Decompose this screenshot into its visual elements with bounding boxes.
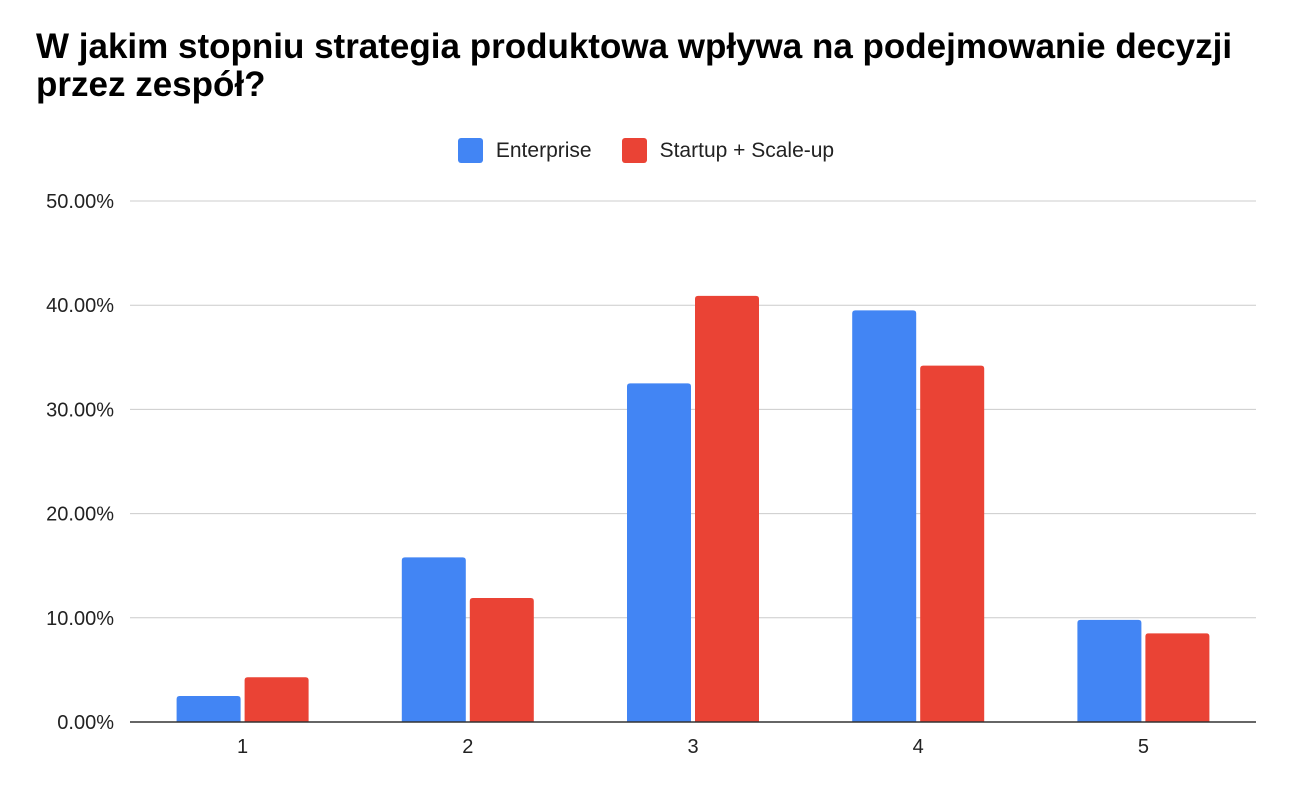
y-tick-label: 40.00% — [46, 295, 114, 317]
chart-legend: Enterprise Startup + Scale-up — [0, 138, 1292, 163]
y-tick-label: 20.00% — [46, 504, 114, 526]
x-tick-label: 1 — [237, 736, 248, 758]
legend-label-enterprise: Enterprise — [495, 138, 592, 162]
y-tick-label: 10.00% — [46, 608, 114, 630]
legend-swatch-enterprise — [457, 138, 483, 163]
bar-enterprise-3 — [627, 383, 691, 722]
x-tick-label: 5 — [1138, 736, 1149, 758]
legend-swatch-startup — [621, 138, 647, 163]
legend-label-startup: Startup + Scale-up — [659, 138, 835, 162]
y-tick-label: 50.00% — [46, 191, 114, 213]
bar-startup-1 — [244, 677, 309, 722]
legend-item-enterprise: Enterprise — [457, 138, 592, 163]
bar-startup-4 — [920, 365, 985, 722]
x-tick-label: 2 — [462, 736, 473, 758]
bar-startup-5 — [1145, 633, 1210, 722]
bar-startup-2 — [469, 598, 534, 722]
legend-item-startup: Startup + Scale-up — [621, 138, 835, 163]
bar-startup-3 — [695, 295, 759, 722]
y-tick-label: 0.00% — [57, 712, 114, 734]
bar-enterprise-2 — [401, 557, 466, 722]
bar-enterprise-5 — [1077, 619, 1142, 722]
y-tick-label: 30.00% — [46, 399, 114, 421]
bar-enterprise-4 — [852, 310, 917, 722]
chart-title: W jakim stopniu strategia produktowa wpł… — [36, 27, 1233, 104]
bar-enterprise-1 — [176, 695, 241, 722]
x-tick-label: 4 — [913, 736, 924, 758]
x-tick-label: 3 — [687, 736, 698, 758]
